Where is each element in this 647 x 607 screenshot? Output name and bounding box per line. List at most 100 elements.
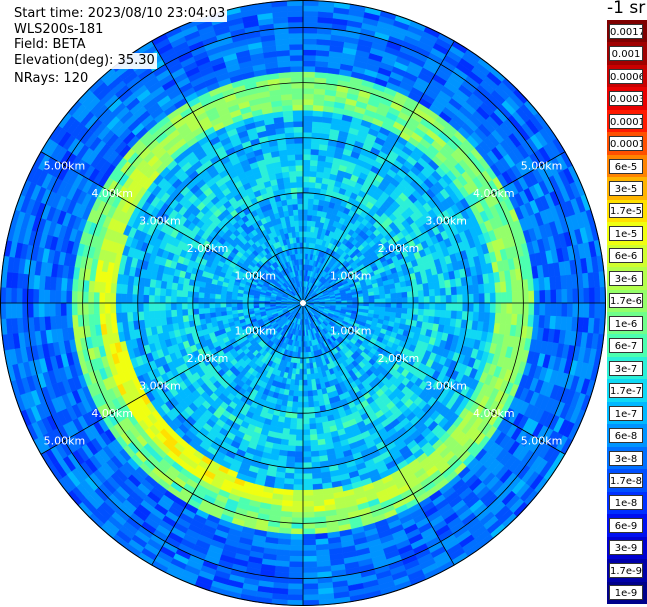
range-gate-bin xyxy=(98,292,106,304)
range-gate-bin xyxy=(313,500,325,507)
range-gate-bin xyxy=(302,555,317,563)
range-gate-bin xyxy=(555,289,563,304)
range-gate-bin xyxy=(43,289,51,304)
range-gate-bin xyxy=(374,294,381,300)
range-gate-bin xyxy=(296,423,304,430)
range-gate-bin xyxy=(302,385,308,392)
range-gate-bin xyxy=(312,115,323,123)
range-gate-bin xyxy=(297,407,304,414)
range-gate-bin xyxy=(310,154,319,161)
range-gate-bin xyxy=(294,462,304,469)
range-gate-bin xyxy=(54,302,62,317)
range-gate-bin xyxy=(302,434,311,441)
range-gate-bin xyxy=(283,478,294,485)
range-gate-bin xyxy=(209,297,216,304)
range-gate-bin xyxy=(215,311,222,318)
range-gate-bin xyxy=(292,495,304,502)
range-gate-bin xyxy=(400,286,408,293)
range-gate-bin xyxy=(231,302,238,307)
range-gate-bin xyxy=(88,313,96,326)
beta-field-bins xyxy=(0,0,606,606)
range-gate-bin xyxy=(121,312,128,323)
range-gate-bin xyxy=(82,302,89,315)
range-gate-bin xyxy=(308,406,315,414)
range-gate-bin xyxy=(287,445,296,452)
range-gate-bin xyxy=(544,302,552,317)
range-gate-bin xyxy=(198,313,206,320)
range-gate-bin xyxy=(390,302,397,309)
range-gate-bin xyxy=(87,302,95,315)
range-gate-bin xyxy=(280,510,293,518)
range-gate-bin xyxy=(510,280,518,293)
range-gate-bin xyxy=(302,214,308,221)
range-gate-bin xyxy=(302,374,308,381)
range-gate-bin xyxy=(295,445,304,452)
range-gate-bin xyxy=(306,368,311,375)
range-gate-bin xyxy=(98,302,106,314)
range-gate-bin xyxy=(283,417,292,424)
range-gate-bin xyxy=(65,290,73,304)
range-gate-bin xyxy=(298,379,304,386)
range-gate-bin xyxy=(93,302,100,315)
range-gate-bin xyxy=(302,478,313,486)
range-gate-bin xyxy=(126,311,134,322)
range-gate-bin xyxy=(302,423,310,430)
range-gate-bin xyxy=(302,32,318,40)
range-gate-bin xyxy=(198,307,205,315)
range-gate-bin xyxy=(71,290,78,304)
range-gate-bin xyxy=(302,357,307,364)
range-gate-bin xyxy=(115,302,122,314)
range-gate-bin xyxy=(290,539,304,546)
range-gate-bin xyxy=(384,293,392,299)
range-gate-bin xyxy=(242,299,249,304)
range-gate-bin xyxy=(302,27,318,34)
range-gate-bin xyxy=(302,76,316,84)
range-gate-bin xyxy=(302,5,319,12)
range-gate-bin xyxy=(302,165,311,172)
range-gate-bin xyxy=(288,572,304,579)
range-gate-bin xyxy=(307,203,314,211)
range-gate-bin xyxy=(439,287,447,297)
range-gate-bin xyxy=(292,395,299,403)
range-gate-bin xyxy=(308,417,316,425)
range-gate-bin xyxy=(209,302,216,309)
range-gate-bin xyxy=(566,288,574,304)
range-gate-bin xyxy=(38,302,45,318)
range-gate-bin xyxy=(298,385,304,392)
range-gate-bin xyxy=(472,284,480,295)
range-gate-bin xyxy=(214,307,222,313)
range-gate-bin xyxy=(247,305,254,309)
range-gate-bin xyxy=(302,561,318,568)
range-gate-bin xyxy=(505,313,513,326)
range-gate-bin xyxy=(154,310,161,319)
range-gate-bin xyxy=(282,494,294,502)
range-gate-bin xyxy=(544,289,552,304)
range-gate-bin xyxy=(384,288,391,295)
range-gate-bin xyxy=(310,378,317,386)
range-gate-bin xyxy=(220,310,228,317)
range-gate-bin xyxy=(43,302,51,317)
range-gate-bin xyxy=(302,115,314,122)
range-gate-bin xyxy=(302,440,311,447)
range-gate-bin xyxy=(143,310,150,320)
range-gate-bin xyxy=(390,292,397,299)
range-gate-bin xyxy=(539,302,546,316)
range-gate-bin xyxy=(296,418,304,425)
range-gate-bin xyxy=(310,445,319,452)
range-gate-bin xyxy=(148,302,155,312)
range-gate-bin xyxy=(390,307,397,314)
range-gate-bin xyxy=(302,429,311,436)
range-gate-bin xyxy=(226,310,233,316)
range-gate-bin xyxy=(533,290,541,304)
range-gate-bin xyxy=(311,384,318,391)
range-gate-bin xyxy=(489,312,496,324)
range-gate-bin xyxy=(132,302,139,313)
range-gate-bin xyxy=(390,297,397,304)
range-gate-bin xyxy=(187,296,194,304)
range-gate-bin xyxy=(288,428,297,436)
range-gate-bin xyxy=(401,291,408,299)
range-gate-bin xyxy=(363,295,370,301)
range-gate-bin xyxy=(290,417,298,425)
range-gate-bin xyxy=(302,456,312,463)
range-gate-bin xyxy=(293,473,304,480)
